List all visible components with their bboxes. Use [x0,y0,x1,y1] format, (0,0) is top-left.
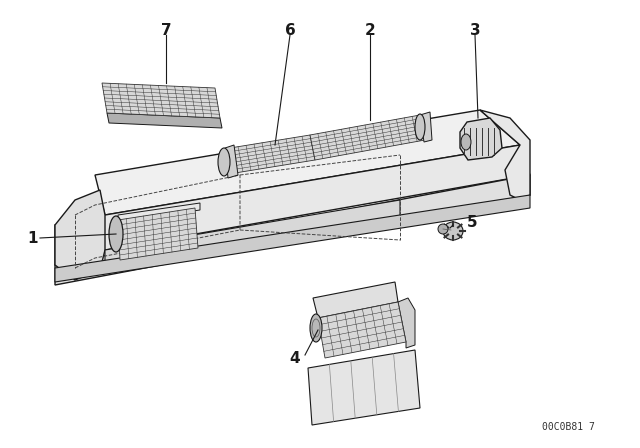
Polygon shape [398,298,415,348]
Polygon shape [55,175,530,285]
Ellipse shape [218,148,230,176]
Polygon shape [55,190,105,280]
Ellipse shape [310,314,322,342]
Polygon shape [310,115,425,160]
Text: 5: 5 [467,215,477,229]
Text: 1: 1 [28,231,38,246]
Ellipse shape [461,134,471,150]
Polygon shape [102,83,220,118]
Polygon shape [95,110,520,215]
Polygon shape [318,302,406,358]
Text: 4: 4 [290,350,300,366]
Text: 00C0B81 7: 00C0B81 7 [542,422,595,432]
Text: 6: 6 [285,22,296,38]
Polygon shape [460,118,502,160]
Text: 2: 2 [365,22,376,38]
Ellipse shape [443,222,463,240]
Polygon shape [225,145,238,178]
Polygon shape [480,110,530,200]
Text: 7: 7 [161,22,172,38]
Polygon shape [313,282,398,318]
Polygon shape [308,350,420,425]
Polygon shape [420,112,432,142]
Polygon shape [118,203,200,222]
Polygon shape [55,145,530,265]
Text: 3: 3 [470,22,480,38]
Polygon shape [118,208,198,260]
Polygon shape [107,113,222,128]
Ellipse shape [109,216,123,252]
Ellipse shape [438,224,448,234]
Polygon shape [105,200,400,268]
Ellipse shape [415,114,425,140]
Polygon shape [230,135,315,173]
Polygon shape [55,195,530,282]
